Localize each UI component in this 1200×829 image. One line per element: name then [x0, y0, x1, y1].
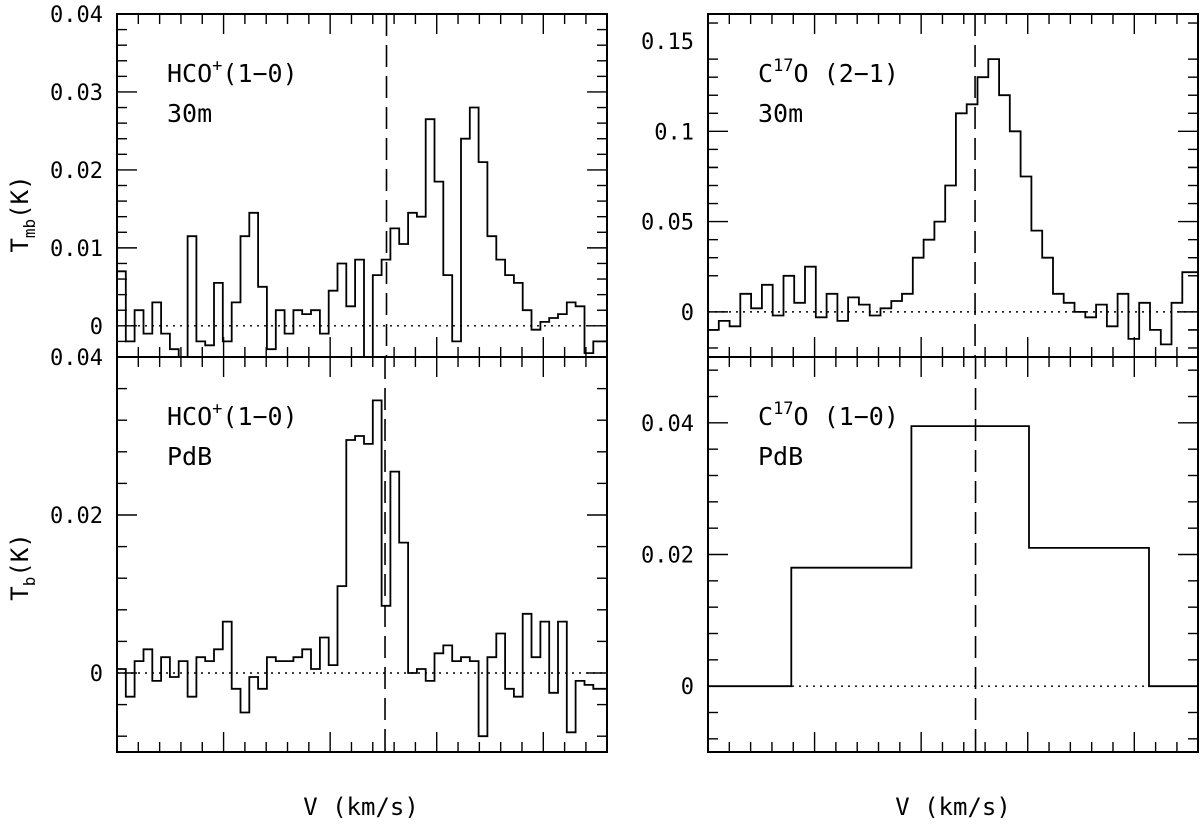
spectrum-series — [708, 425, 1198, 688]
ylabel-bottom: Tb(K) — [6, 533, 39, 600]
y-tick-label: 0.04 — [50, 3, 103, 28]
y-tick-label: 0.04 — [50, 346, 103, 371]
panel-telescope-label: PdB — [758, 442, 803, 471]
y-tick-label: 0.02 — [50, 159, 103, 184]
y-tick-label: 0 — [681, 675, 694, 700]
y-tick-label: 0.02 — [641, 544, 694, 569]
y-tick-label: 0.03 — [50, 81, 103, 106]
y-tick-label: 0.01 — [50, 237, 103, 262]
panel-c17o-30m: 0 0.05 0.1 0.15 C17O (2−1) 30m — [641, 13, 1199, 358]
y-tick-label: 0 — [90, 315, 103, 340]
panel-line-label: C17O (1−0) — [758, 399, 899, 431]
y-tick-label: 0.04 — [641, 412, 694, 437]
y-tick-label: 0 — [90, 662, 103, 687]
panel-hco-pdb: 0 0.02 0.04 HCO+(1−0) PdB — [50, 346, 608, 753]
spectrum-series — [117, 399, 607, 738]
panel-telescope-label: 30m — [167, 99, 212, 128]
spectrum-series — [708, 58, 1198, 346]
panel-frame — [707, 356, 1199, 753]
y-tick-label: 0.05 — [641, 211, 694, 236]
y-tick-label: 0.15 — [641, 30, 694, 55]
panel-hco-30m: 0 0.01 0.02 0.03 0.04 HCO+(1−0) 30m — [50, 3, 608, 358]
panel-telescope-label: 30m — [758, 99, 803, 128]
panel-c17o-pdb: 0 0.02 0.04 C17O (1−0) PdB — [641, 356, 1199, 753]
y-tick-label: 0 — [681, 301, 694, 326]
y-tick-label: 0.1 — [654, 120, 694, 145]
panel-frame — [116, 356, 608, 753]
spectrum-series — [117, 106, 607, 358]
xlabel-right: V (km/s) — [895, 793, 1011, 821]
ylabel-top: Tmb(K) — [6, 175, 39, 252]
panel-telescope-label: PdB — [167, 442, 212, 471]
panel-line-label: HCO+(1−0) — [167, 399, 298, 431]
panel-line-label: C17O (2−1) — [758, 56, 899, 88]
xlabel-left: V (km/s) — [303, 793, 419, 821]
panel-line-label: HCO+(1−0) — [167, 56, 298, 88]
y-tick-label: 0.02 — [50, 504, 103, 529]
